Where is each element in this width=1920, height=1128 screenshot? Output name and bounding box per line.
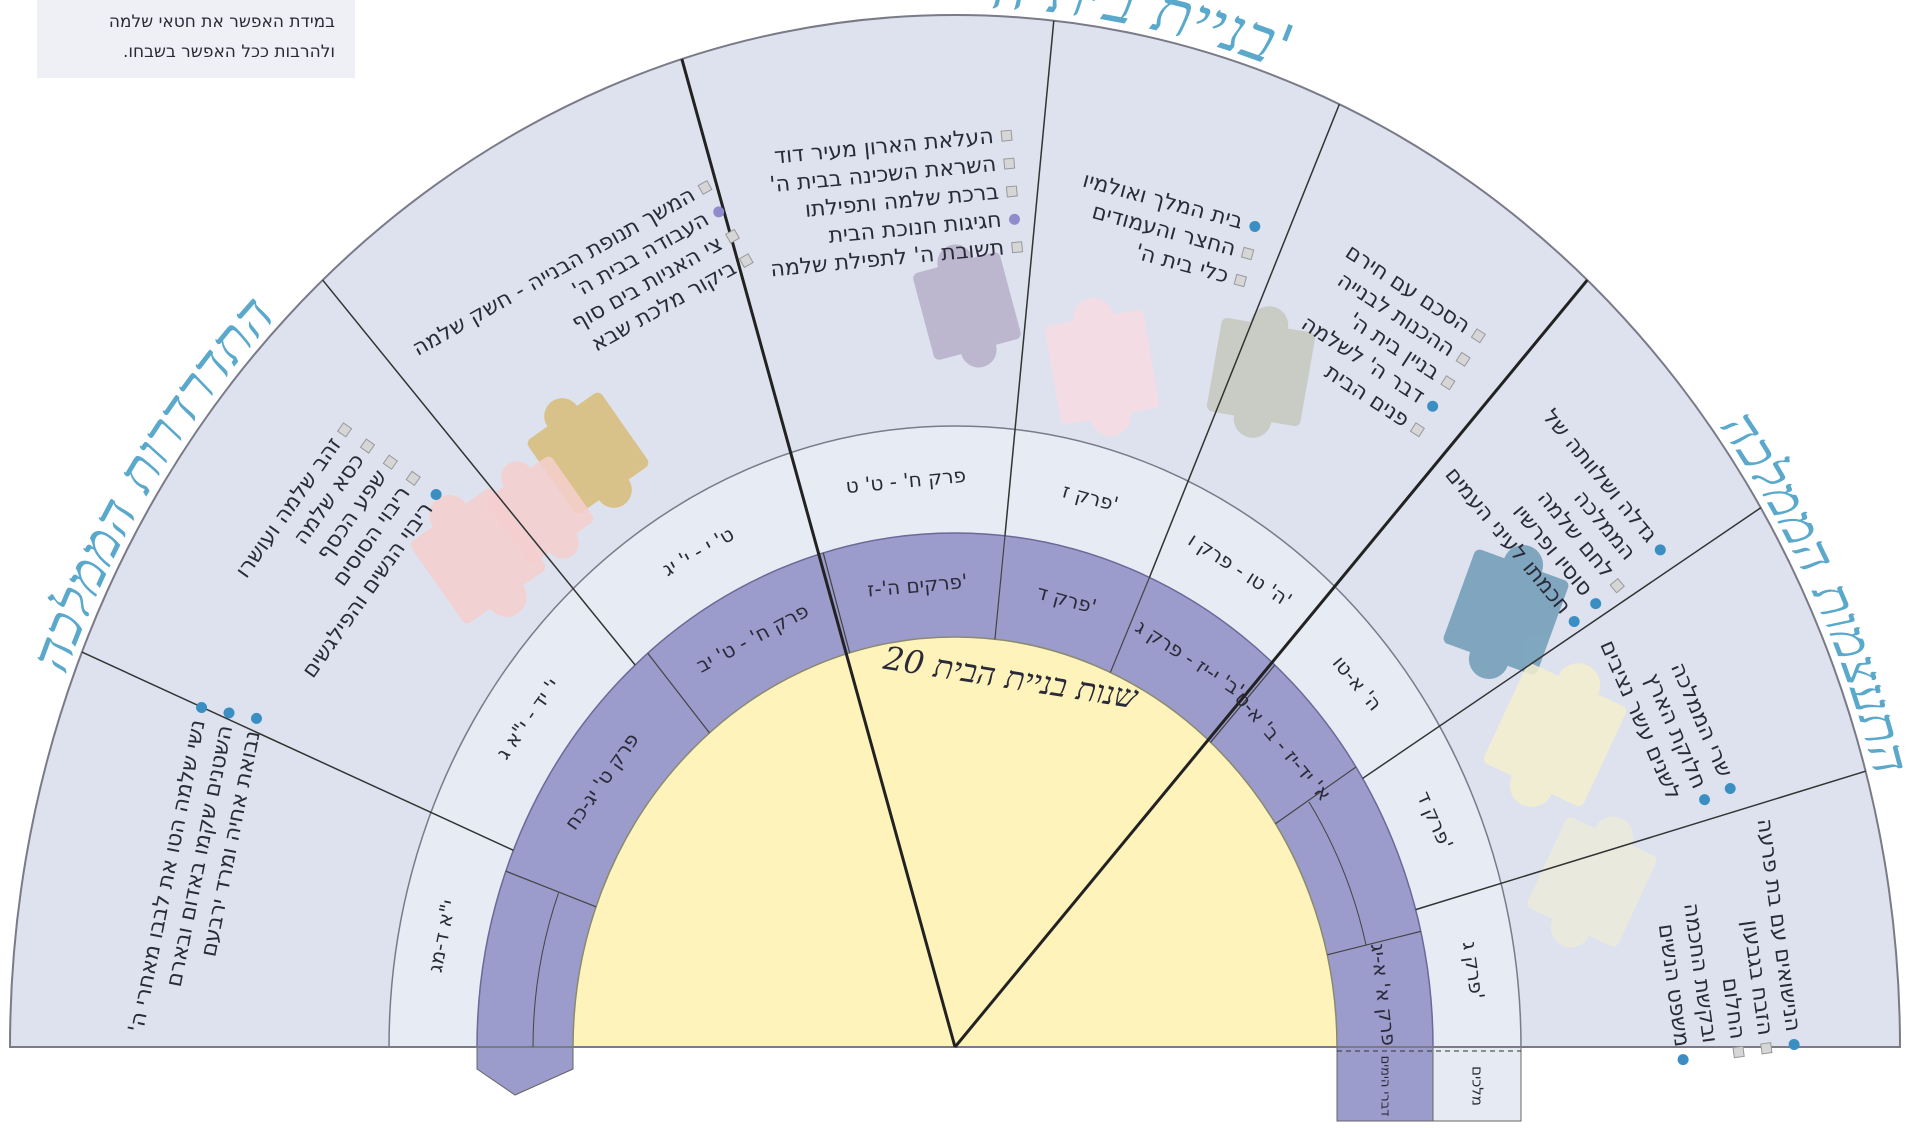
bullet-dot — [1427, 400, 1439, 412]
bullet-dot — [1788, 1038, 1800, 1050]
building-years-line — [680, 58, 957, 1048]
section-divider — [1148, 103, 1341, 578]
bullet-square — [1760, 1042, 1773, 1055]
bullet-square — [1003, 157, 1016, 170]
section-divider — [1415, 770, 1866, 911]
note-line: ולהרבות ככל האפשר בשבחו. — [123, 42, 335, 62]
note-box — [37, 0, 355, 78]
puzzle-knob — [544, 398, 581, 435]
section-divider — [81, 651, 514, 851]
bullet-square — [359, 438, 376, 454]
puzzle-knob — [501, 461, 534, 494]
bullet-dot — [1677, 1054, 1689, 1066]
building-years-line — [953, 279, 1589, 1048]
puzzle-body — [1443, 549, 1569, 675]
puzzle-knob — [1233, 399, 1272, 438]
puzzle-piece — [913, 244, 1021, 368]
bullet-square — [1240, 246, 1255, 261]
chronicles-divider — [647, 652, 710, 734]
chronicles-divider — [1109, 577, 1150, 673]
bullet-square — [1455, 351, 1471, 367]
section-divider — [1362, 507, 1762, 780]
center-half — [572, 636, 1338, 1048]
bullet-dot — [1249, 220, 1261, 232]
puzzle-knob — [1250, 306, 1289, 345]
bullet-square — [724, 228, 740, 244]
puzzle-decoration — [410, 244, 1657, 948]
chronicles-divider — [822, 552, 851, 654]
bullet-square — [1000, 129, 1013, 142]
bullet-square — [382, 454, 399, 470]
puzzle-knob — [1090, 396, 1131, 437]
puzzle-piece — [486, 456, 594, 564]
bullet-square — [697, 179, 713, 195]
puzzle-knob — [546, 526, 579, 559]
bullet-dot — [1590, 598, 1602, 610]
puzzle-knob — [960, 331, 997, 368]
bullet-dot — [223, 707, 235, 719]
puzzle-piece — [1443, 545, 1569, 679]
chronicles-divider — [1210, 664, 1276, 743]
bullet-dot — [1654, 544, 1666, 556]
bullet-square — [1011, 241, 1024, 254]
bullet-dot — [196, 701, 208, 713]
puzzle-knob — [937, 244, 974, 281]
chronicles-divider — [1275, 766, 1357, 825]
puzzle-knob — [486, 576, 527, 617]
bullet-dot — [430, 489, 442, 501]
puzzle-knob — [1509, 762, 1554, 807]
bullet-square — [1609, 577, 1625, 594]
section-divider — [1004, 20, 1055, 536]
puzzle-body — [1045, 310, 1159, 424]
bullet-dot — [1008, 213, 1020, 225]
note-line: במידת האפשר את חטאי שלמה — [109, 12, 335, 32]
bullet-square — [738, 253, 754, 269]
divider-layer — [81, 20, 1866, 1048]
bullet-dot — [1699, 794, 1711, 806]
bullet-square — [1470, 328, 1487, 344]
background-layer: במידת האפשר את חטאי שלמה ולהרבות ככל האפ… — [8, 0, 1902, 1122]
chronicles-divider — [994, 535, 1006, 640]
puzzle-knob — [1556, 663, 1601, 708]
chronicles-divider — [1327, 930, 1421, 956]
puzzle-knob — [429, 495, 470, 536]
puzzle-knob — [1503, 545, 1544, 586]
bullet-square — [336, 422, 353, 438]
puzzle-knob — [595, 471, 632, 508]
chronicles-inner-line — [1308, 801, 1367, 946]
left-arrow — [476, 1046, 574, 1096]
bullet-square — [1005, 185, 1018, 198]
bullet-dot — [250, 712, 262, 724]
puzzle-body — [913, 252, 1021, 360]
puzzle-knob — [1468, 638, 1509, 679]
puzzle-piece — [1045, 297, 1159, 437]
section-divider — [322, 279, 636, 666]
bullet-dot — [1724, 782, 1736, 794]
puzzle-piece — [1483, 663, 1627, 807]
puzzle-piece — [1206, 306, 1316, 438]
source-label: מלכים — [1469, 1066, 1487, 1106]
chronicles-divider — [505, 870, 597, 908]
source-label: דברי הימים — [1378, 1056, 1393, 1117]
kings-box — [1432, 1046, 1522, 1122]
puzzle-piece — [1527, 816, 1657, 948]
bullet-square — [1440, 375, 1456, 391]
bullet-square — [1233, 273, 1248, 288]
puzzle-knob — [1073, 297, 1114, 338]
bullet-dot — [713, 206, 725, 218]
bullet-dot — [1568, 615, 1580, 627]
bullet-square — [1409, 422, 1426, 438]
bullet-square — [1732, 1045, 1745, 1059]
puzzle-body — [1206, 317, 1316, 427]
puzzle-knob — [1550, 907, 1591, 948]
chronicles-inner-line — [532, 892, 559, 1048]
puzzle-knob — [1593, 816, 1634, 857]
bullet-square — [405, 470, 421, 487]
